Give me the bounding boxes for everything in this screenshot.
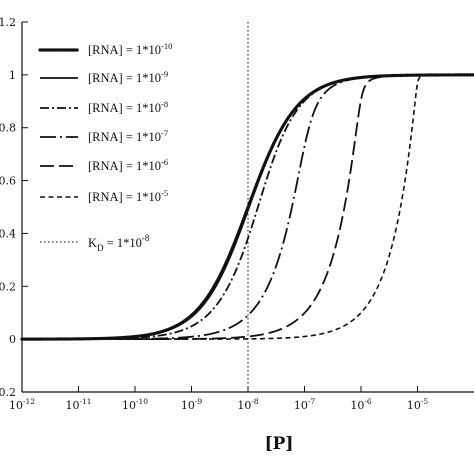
x-axis: 10-12 10-11 10-10 10-9 10-8 10-7 10-6 10-5: [9, 386, 428, 412]
x-tick-label: 10-10: [122, 397, 148, 412]
y-tick-label: -0.2: [0, 386, 16, 399]
x-tick-label: 10-12: [9, 397, 35, 412]
legend-label-2: [RNA] = 1*10-9: [88, 69, 168, 85]
y-tick-label: 1: [9, 69, 16, 82]
x-tick-label: 10-5: [407, 397, 429, 412]
x-tick-label: 10-6: [350, 397, 372, 412]
series-line-5: [22, 73, 474, 341]
y-tick-label: 0.4: [0, 227, 16, 240]
x-tick-label: 10-11: [65, 397, 91, 412]
legend-label-3: [RNA] = 1*10-8: [88, 99, 168, 115]
y-tick-label: 1.2: [0, 16, 16, 29]
y-tick-label: 0: [9, 333, 16, 346]
legend: [RNA] = 1*10-10 [RNA] = 1*10-9 [RNA] = 1*1…: [38, 41, 172, 253]
series-layer: [20, 73, 474, 341]
x-tick-label: 10-7: [294, 397, 316, 412]
x-tick-label: 10-9: [181, 397, 203, 412]
y-tick-label: 0.2: [0, 280, 16, 293]
legend-label-4: [RNA] = 1*10-7: [88, 128, 168, 144]
y-tick-label: 0.6: [0, 175, 16, 188]
y-tick-label: 0.8: [0, 122, 16, 135]
x-axis-label: [P]: [265, 434, 294, 454]
y-axis: 1.2 1 0.8 0.6 0.4 0.2 0 -0.2: [0, 16, 28, 399]
legend-label-5: [RNA] = 1*10-6: [88, 157, 168, 173]
legend-label-6: [RNA] = 1*10-5: [88, 188, 168, 204]
x-tick-label: 10-8: [237, 397, 259, 412]
legend-label-kd: KD = 1*10-8: [88, 233, 150, 253]
legend-label-1: [RNA] = 1*10-10: [88, 41, 172, 57]
